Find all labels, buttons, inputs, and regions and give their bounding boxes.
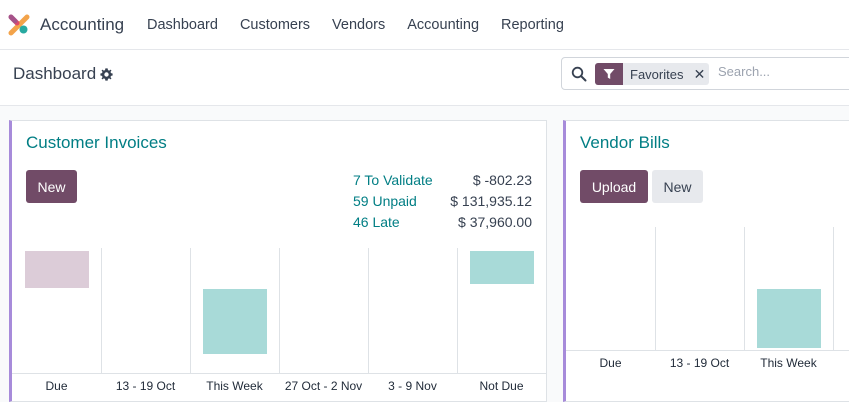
close-icon[interactable]: ✕ <box>693 65 706 82</box>
unpaid-amount: $ 131,935.12 <box>450 193 532 209</box>
stat-row: 46 Late $ 37,960.00 <box>353 212 532 233</box>
customer-invoices-card: Customer Invoices New 7 To Validate $ -8… <box>9 120 547 402</box>
late-amount: $ 37,960.00 <box>458 214 532 230</box>
top-navbar: Accounting Dashboard Customers Vendors A… <box>0 0 849 50</box>
menu-vendors[interactable]: Vendors <box>332 17 386 33</box>
menu-customers[interactable]: Customers <box>239 17 311 33</box>
breadcrumb: Dashboard <box>13 64 113 84</box>
main-menu: Dashboard Customers Vendors Accounting R… <box>136 0 575 50</box>
facet-label: Favorites <box>630 66 684 82</box>
to-validate-link[interactable]: 7 To Validate <box>353 172 433 188</box>
search-icon[interactable] <box>571 66 587 82</box>
x-axis-label: Not Due <box>479 379 524 393</box>
page-title: Dashboard <box>13 64 97 83</box>
x-axis-label: 27 <box>833 356 849 370</box>
chart-baseline <box>566 350 849 351</box>
menu-accounting[interactable]: Accounting <box>407 17 480 33</box>
filter-icon <box>595 63 623 85</box>
x-axis-label: 27 Oct - 2 Nov <box>284 379 363 393</box>
card-title[interactable]: Vendor Bills <box>580 133 670 152</box>
x-axis-label: Due <box>599 356 622 370</box>
upload-button[interactable]: Upload <box>580 170 648 203</box>
vendor-bills-card: Vendor Bills Upload New Due 13 - 19 Oct Th… <box>563 120 849 402</box>
chart-bar[interactable] <box>24 251 89 289</box>
control-panel: Dashboard Favorites ✕ <box>0 50 849 106</box>
grid-line <box>279 248 280 373</box>
x-axis-label: This Week <box>206 379 263 393</box>
grid-line <box>101 248 102 373</box>
stat-row: 7 To Validate $ -802.23 <box>353 170 532 191</box>
x-axis-label: 13 - 19 Oct <box>115 379 176 393</box>
search-box: Favorites ✕ <box>561 57 849 90</box>
x-axis-label: This Week <box>760 356 817 370</box>
app-name[interactable]: Accounting <box>40 15 125 34</box>
chart-bar[interactable] <box>469 251 534 284</box>
grid-line <box>744 227 745 350</box>
stat-row: 59 Unpaid $ 131,935.12 <box>353 191 532 212</box>
grid-line <box>833 227 834 350</box>
invoices-chart[interactable]: Due 13 - 19 Oct This Week 27 Oct - 2 Nov 3 -… <box>12 248 547 403</box>
late-link[interactable]: 46 Late <box>353 214 400 230</box>
grid-line <box>190 248 191 373</box>
x-axis-label: 3 - 9 Nov <box>388 379 437 393</box>
chart-bar[interactable] <box>202 288 267 354</box>
card-title[interactable]: Customer Invoices <box>26 133 167 152</box>
chart-bar[interactable] <box>756 288 821 348</box>
gear-icon[interactable] <box>100 67 113 81</box>
grid-line <box>368 248 369 373</box>
unpaid-link[interactable]: 59 Unpaid <box>353 193 417 209</box>
chart-baseline <box>12 373 547 374</box>
menu-reporting[interactable]: Reporting <box>501 17 564 33</box>
new-invoice-button[interactable]: New <box>26 170 77 203</box>
invoice-stats: 7 To Validate $ -802.23 59 Unpaid $ 131,… <box>353 170 532 233</box>
grid-line <box>457 248 458 373</box>
dashboard-content: Customer Invoices New 7 To Validate $ -8… <box>0 106 849 402</box>
to-validate-amount: $ -802.23 <box>472 172 532 188</box>
x-axis-label: 13 - 19 Oct <box>669 356 730 370</box>
bills-chart[interactable]: Due 13 - 19 Oct This Week 27 <box>566 227 849 382</box>
search-input[interactable] <box>718 64 848 79</box>
new-bill-button[interactable]: New <box>652 170 703 203</box>
x-axis-label: Due <box>45 379 68 393</box>
menu-dashboard[interactable]: Dashboard <box>147 17 218 33</box>
grid-line <box>655 227 656 350</box>
search-facet: Favorites ✕ <box>595 63 710 85</box>
accounting-app-icon[interactable] <box>8 14 30 36</box>
